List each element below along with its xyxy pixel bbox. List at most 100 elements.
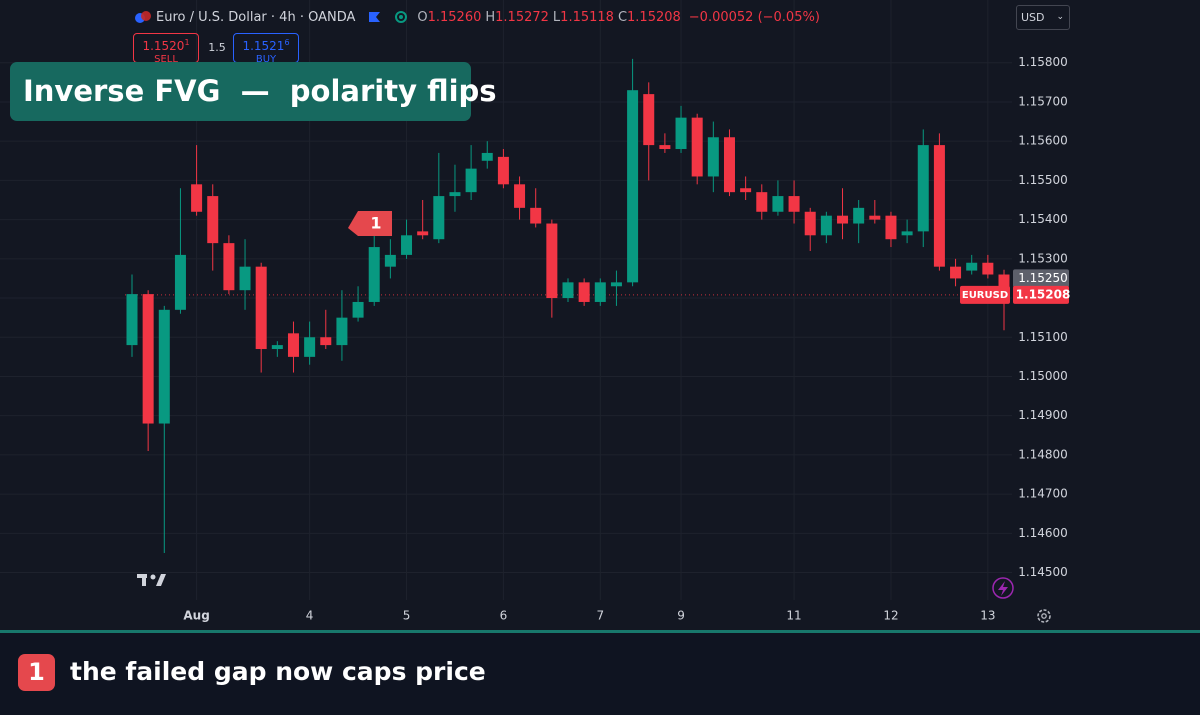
symbol-box	[960, 285, 1010, 304]
candle-body	[950, 266, 962, 279]
candle-body	[255, 266, 267, 350]
sell-button[interactable]: 1.15201 SELL	[133, 33, 199, 65]
y-tick-label: 1.15300	[1018, 251, 1068, 265]
candle-body	[142, 294, 154, 424]
candle-body	[433, 196, 445, 240]
annotation-marker: 1	[348, 211, 392, 236]
lightning-icon[interactable]	[992, 577, 1014, 599]
candle-body	[756, 192, 768, 212]
grid	[0, 0, 1012, 600]
candle-body	[546, 223, 558, 299]
candle-body	[627, 90, 639, 283]
candle-body	[869, 215, 881, 220]
ohlc-value: 1.15272	[495, 9, 549, 25]
annotation-label: 1	[370, 214, 381, 233]
x-tick-label: 11	[786, 609, 801, 623]
y-tick-label: 1.15700	[1018, 94, 1068, 108]
y-tick-label: 1.15400	[1018, 212, 1068, 226]
caption-badge: 1	[18, 654, 55, 691]
marker-price-label: 1.15250	[1018, 271, 1068, 285]
candle-body	[820, 215, 832, 236]
candle-body	[740, 188, 752, 193]
currency: USD	[1021, 11, 1045, 24]
x-tick-label: 12	[883, 609, 898, 623]
candle-body	[401, 235, 413, 255]
y-tick-label: 1.14800	[1018, 447, 1068, 461]
candle-body	[594, 282, 606, 302]
y-tick-label: 1.14700	[1018, 487, 1068, 501]
candle-body	[982, 262, 994, 275]
x-tick-label: Aug	[183, 609, 209, 623]
buy-button[interactable]: 1.15216 BUY	[233, 33, 299, 65]
candle-body	[158, 309, 170, 424]
settings-icon[interactable]	[1037, 609, 1051, 623]
candle-body	[126, 294, 138, 346]
ohlc-value: 1.15208	[627, 9, 681, 25]
current-price-box	[1013, 285, 1069, 304]
y-tick-label: 1.15100	[1018, 330, 1068, 344]
symbol-label: EURUSD	[962, 290, 1008, 301]
y-tick-label: 1.15500	[1018, 173, 1068, 187]
candle-body	[465, 168, 477, 193]
buy-price: 1.1521	[242, 39, 285, 53]
candle-body	[287, 333, 299, 357]
candle-body	[853, 207, 865, 224]
x-tick-label: 13	[980, 609, 995, 623]
buy-pip: 6	[284, 38, 290, 47]
candle-body	[707, 137, 719, 177]
candle-body	[723, 137, 735, 193]
sell-price: 1.1520	[142, 39, 185, 53]
candle-body	[933, 145, 945, 267]
flag-icon	[369, 12, 381, 22]
candle-body	[772, 196, 784, 212]
currency-icon	[135, 11, 151, 23]
candle-body	[352, 301, 364, 318]
candle-body	[384, 254, 396, 267]
candle-body	[675, 117, 687, 150]
status-dot	[395, 11, 408, 23]
candle-body	[368, 247, 380, 302]
candle-body	[691, 117, 703, 177]
candle-body	[998, 274, 1010, 295]
ohlc-values: O 1.15260 H 1.15272 L 1.15118 C 1.15208	[413, 10, 680, 25]
candle-body	[174, 254, 186, 310]
y-tick-label: 1.15600	[1018, 134, 1068, 148]
candle-body	[497, 156, 509, 185]
candle-body	[304, 337, 316, 357]
candle-body	[917, 145, 929, 232]
candle-body	[514, 184, 526, 208]
candle-body	[417, 231, 429, 236]
marker-price-box	[1013, 269, 1069, 288]
ohlc-value: 1.15118	[560, 9, 614, 25]
y-tick-label: 1.14900	[1018, 408, 1068, 422]
x-tick-label: 5	[403, 609, 411, 623]
candle-body	[804, 211, 816, 236]
sell-pip: 1	[184, 38, 190, 47]
buy-label: BUY	[255, 54, 277, 65]
candle-body	[449, 192, 461, 197]
ohlc-key: O	[417, 9, 428, 25]
candle-body	[271, 345, 283, 350]
candle-body	[643, 94, 655, 146]
candle-body	[901, 231, 913, 236]
x-tick-label: 4	[306, 609, 314, 623]
tv-logo	[137, 574, 166, 586]
candle-body	[562, 282, 574, 299]
candle-body	[610, 282, 622, 287]
spread: 1.5	[208, 41, 226, 54]
sell-label: SELL	[154, 54, 178, 65]
candle-body	[788, 196, 800, 212]
candle-body	[885, 215, 897, 240]
candle-body	[578, 282, 590, 302]
current-price-label: 1.15208	[1016, 287, 1071, 301]
currency-select[interactable]: USD ⌄	[1016, 5, 1070, 30]
change: −0.00052 (−0.05%)	[688, 9, 820, 25]
y-tick-label: 1.14500	[1018, 565, 1068, 579]
candle-body	[481, 152, 493, 161]
x-tick-label: 9	[677, 609, 685, 623]
candle-body	[336, 317, 348, 346]
candle-body	[659, 145, 671, 150]
x-tick-label: 7	[596, 609, 604, 623]
